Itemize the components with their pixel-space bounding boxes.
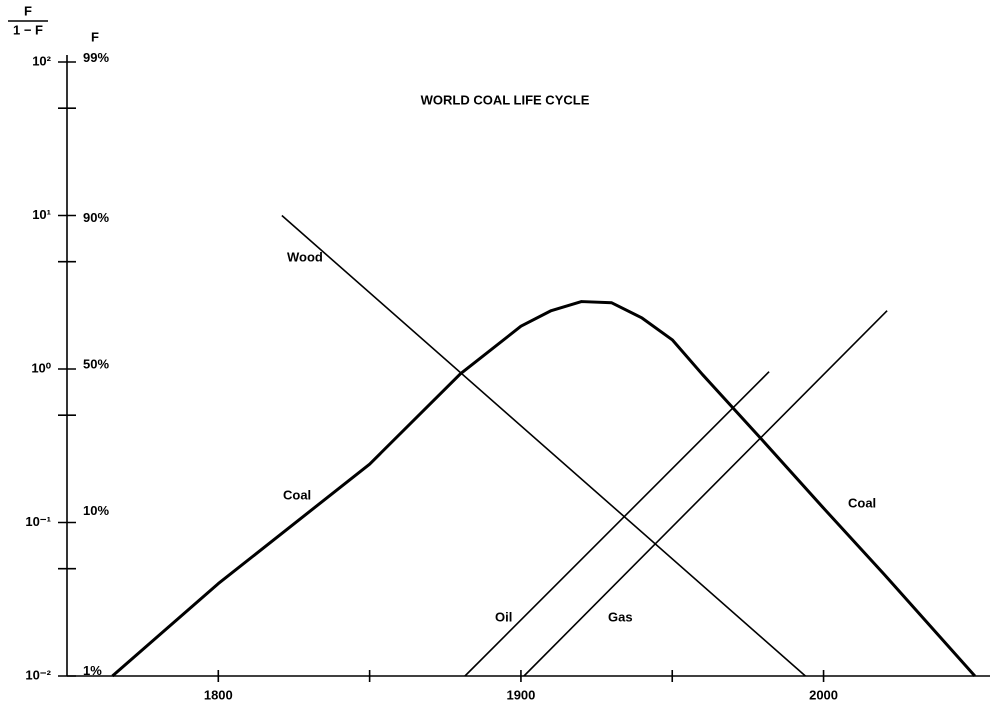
series-line [111,300,976,678]
series-line [523,310,888,677]
y2-tick-label: 50% [83,356,109,371]
y2-tick-label: 90% [83,210,109,225]
y-tick-label: 10⁻² [25,667,51,682]
annotation: Coal [283,487,311,502]
y-axis-label-denominator: 1 − F [13,22,43,37]
annotation: Gas [608,609,633,624]
y-axis-label-numerator: F [24,3,32,18]
y2-tick-label: 10% [83,503,109,518]
annotation: Coal [848,495,876,510]
x-tick-label: 1800 [204,687,233,702]
y2-tick-label: 1% [83,663,102,678]
annotation: Oil [495,609,512,624]
y2-axis-label: F [91,29,99,44]
y-tick-label: 10⁰ [31,360,51,375]
x-tick-label: 1900 [506,687,535,702]
series-line [464,371,770,677]
x-tick-label: 2000 [809,687,838,702]
y2-tick-label: 99% [83,50,109,65]
y-tick-label: 10² [32,53,51,68]
y-tick-label: 10¹ [32,207,51,222]
chart-title: WORLD COAL LIFE CYCLE [421,92,590,107]
annotation: Wood [287,249,323,264]
series-line [281,214,806,677]
y-tick-label: 10⁻¹ [25,514,51,529]
